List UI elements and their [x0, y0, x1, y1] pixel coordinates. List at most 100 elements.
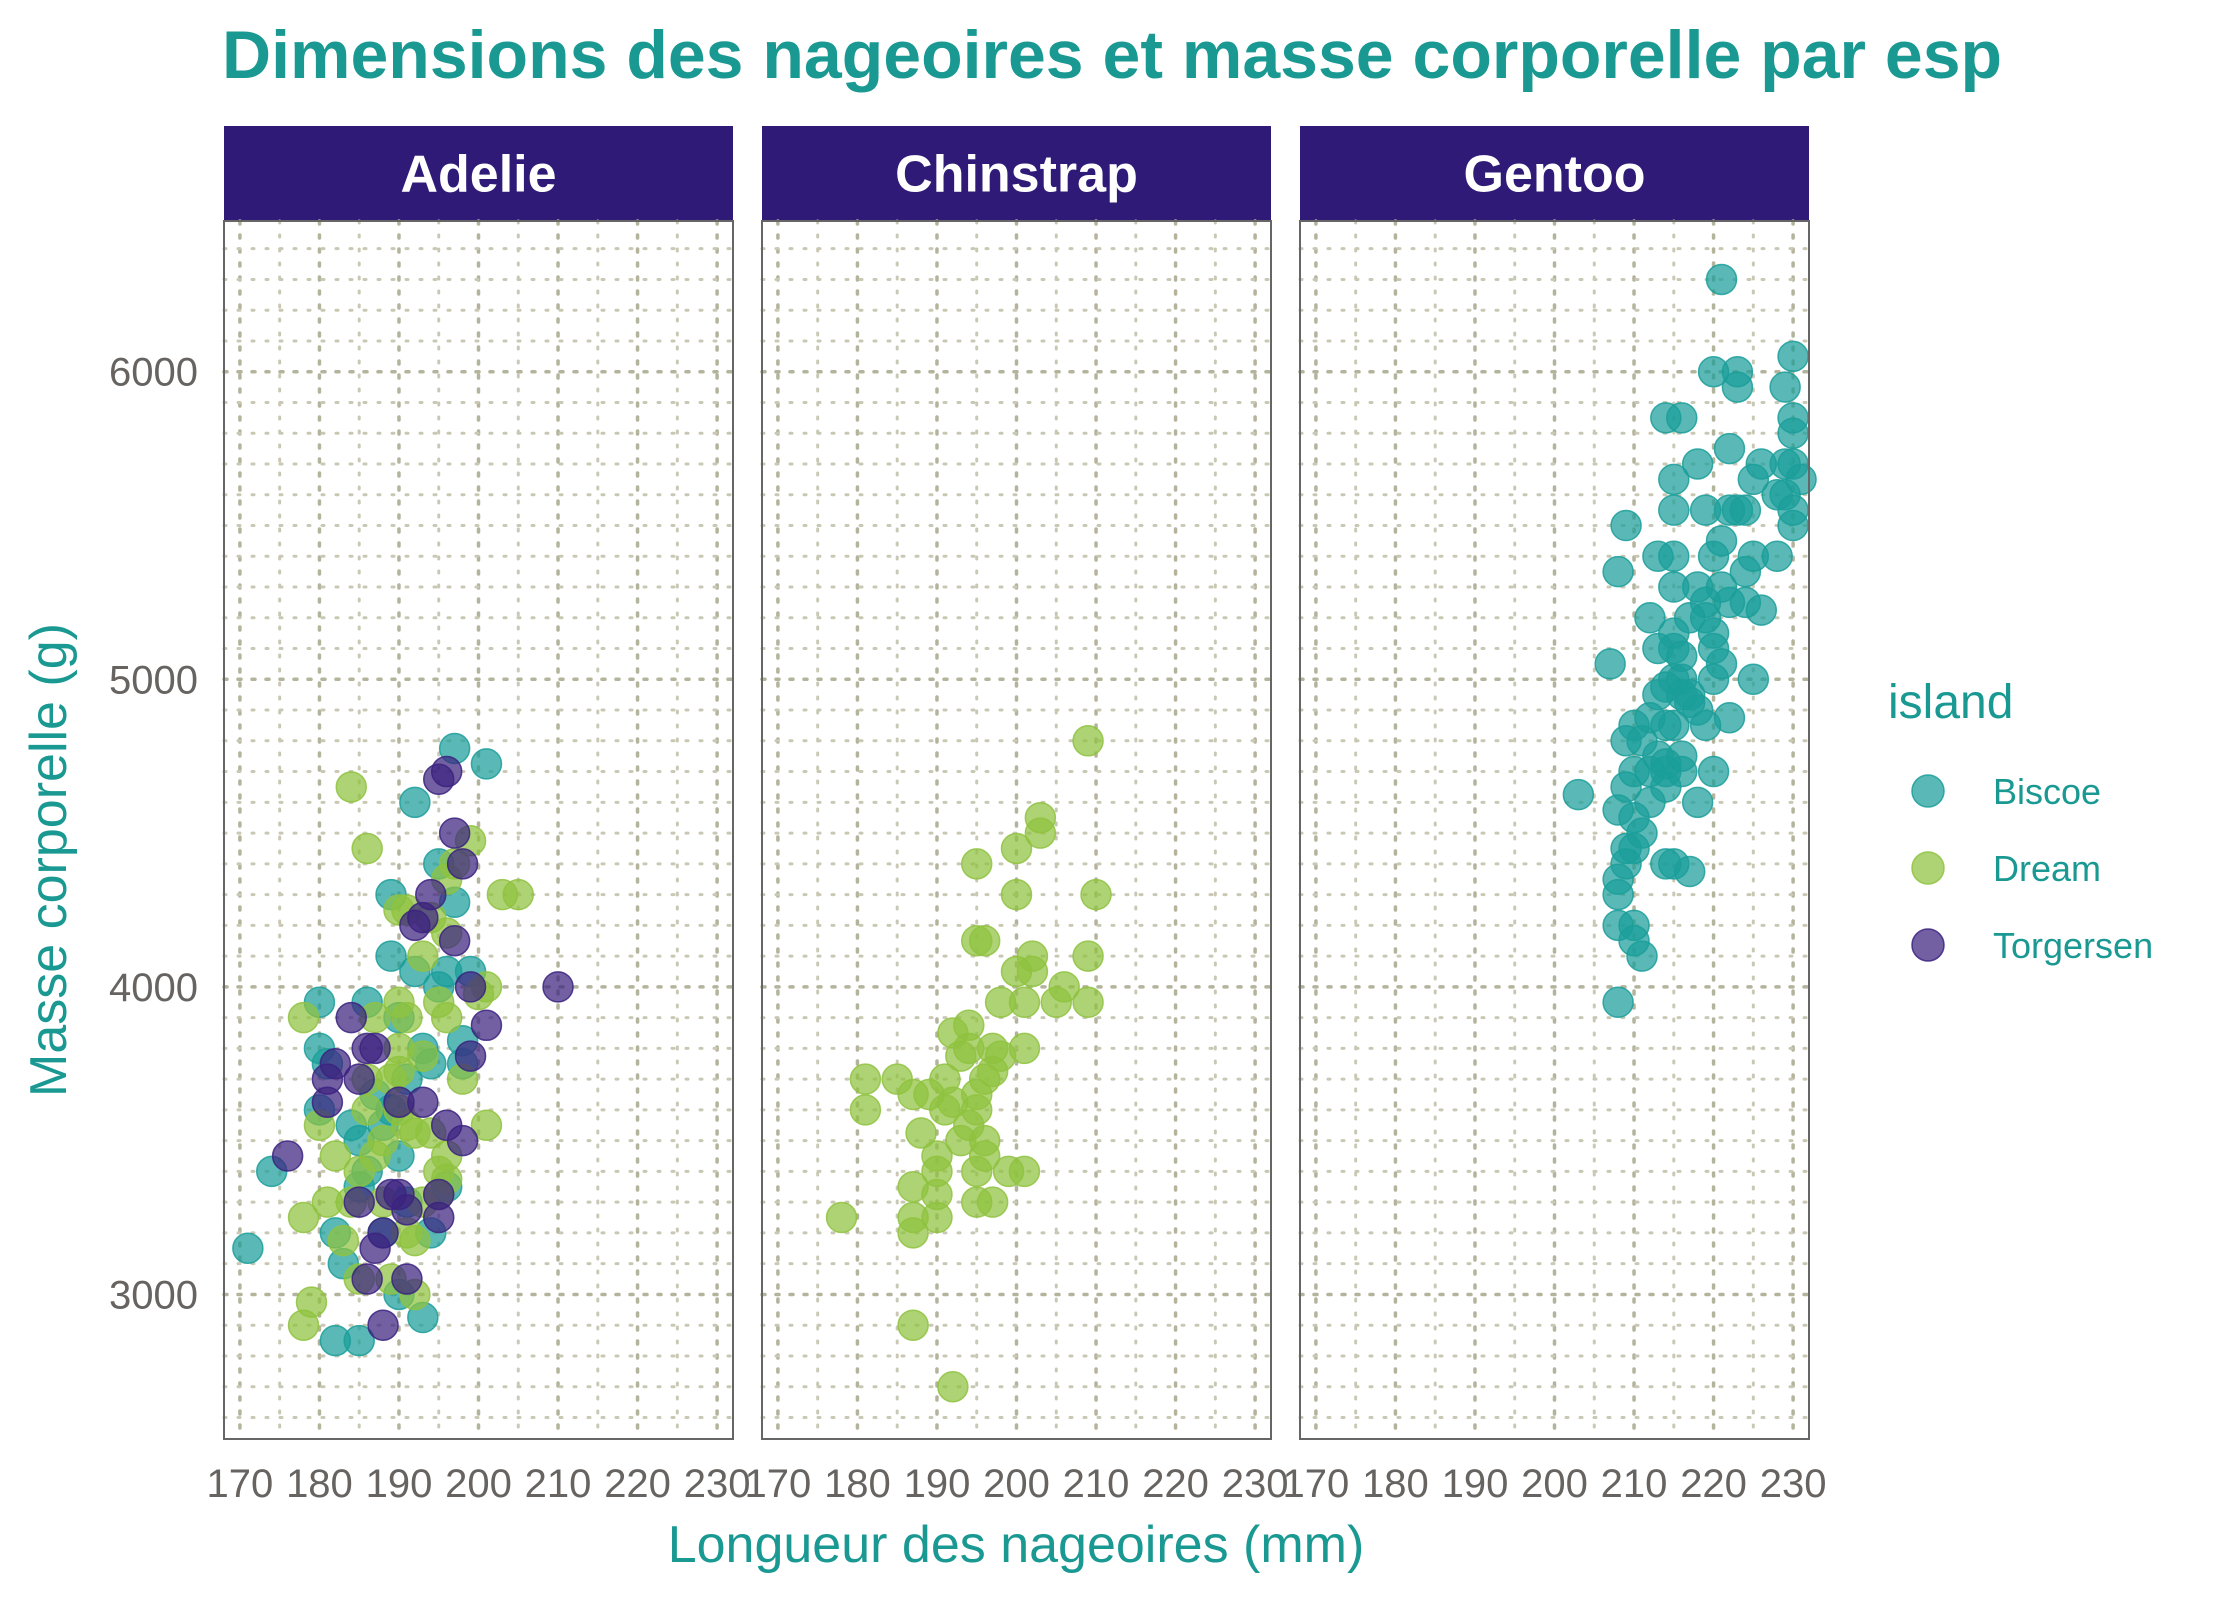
x-tick-label: 200 [983, 1462, 1050, 1506]
data-point-dream [1080, 878, 1112, 911]
facet-panels: Adelie Chinstrap Gentoo [222, 126, 1817, 1441]
facet-strip-label: Gentoo [1464, 146, 1646, 204]
data-point-biscoe [1650, 671, 1682, 703]
data-point-dream [335, 771, 367, 803]
data-point-dream [960, 848, 993, 880]
data-point-dream [351, 832, 383, 865]
data-point-biscoe [1634, 602, 1666, 634]
data-point-biscoe [1721, 355, 1754, 388]
data-point-biscoe [1658, 709, 1690, 742]
x-tick-label: 190 [904, 1462, 971, 1506]
data-point-biscoe [1705, 525, 1738, 557]
data-point-biscoe [1729, 494, 1762, 526]
data-point-dream [399, 1117, 431, 1149]
x-tick-label: 220 [604, 1462, 671, 1506]
data-point-dream [287, 1001, 320, 1034]
data-point-biscoe [1610, 509, 1642, 542]
data-point-biscoe [232, 1232, 264, 1265]
data-point-dream [849, 1094, 882, 1126]
data-point-biscoe [1681, 448, 1714, 480]
data-point-biscoe [1658, 540, 1690, 573]
data-point-dream [319, 1140, 352, 1172]
data-point-torgersen [319, 1048, 352, 1080]
data-point-biscoe [470, 748, 503, 780]
data-point-dream [968, 924, 1001, 957]
data-point-dream [1008, 1032, 1041, 1065]
data-point-biscoe [1602, 986, 1634, 1018]
y-axis: 3000 4000 5000 6000 [109, 351, 198, 1318]
points [232, 732, 574, 1357]
x-tick-label: 200 [445, 1462, 512, 1506]
legend-label: Torgersen [1993, 925, 2153, 966]
x-tick-label: 210 [525, 1462, 592, 1506]
data-point-torgersen [542, 971, 574, 1003]
data-point-biscoe [1785, 463, 1817, 496]
data-point-dream [1024, 817, 1057, 849]
data-point-torgersen [415, 878, 447, 911]
legend-key [1911, 928, 1945, 962]
data-point-biscoe [1777, 340, 1809, 373]
data-point-biscoe [1745, 594, 1778, 626]
data-point-biscoe [1777, 402, 1809, 434]
chart-title: Dimensions des nageoires et masse corpor… [222, 17, 2002, 93]
data-point-biscoe [1769, 371, 1801, 403]
data-point-dream [430, 1001, 463, 1034]
facet-adelie: Adelie [222, 126, 735, 1441]
x-tick-label: 220 [1680, 1462, 1747, 1506]
legend-entry-biscoe: Biscoe [1911, 771, 2101, 812]
data-point-biscoe [1673, 855, 1706, 888]
x-tick-label: 210 [1063, 1462, 1130, 1506]
x-tick-label: 190 [366, 1462, 433, 1506]
panel-border [1299, 220, 1810, 1440]
x-axis-title: Longueur des nageoires (mm) [668, 1516, 1365, 1574]
data-point-biscoe [1666, 640, 1698, 672]
facet-strip-bg [1300, 126, 1809, 221]
facet-strip-label: Adelie [400, 146, 556, 204]
data-point-biscoe [1634, 786, 1666, 819]
data-point-torgersen [430, 755, 463, 788]
data-point-dream [367, 1124, 399, 1157]
data-point-torgersen [470, 1009, 503, 1042]
data-point-dream [953, 1009, 985, 1042]
facet-strip-bg [224, 126, 733, 221]
data-point-dream [1008, 986, 1041, 1018]
facet-strip-label: Chinstrap [895, 146, 1138, 204]
points [825, 725, 1112, 1403]
data-point-biscoe [1697, 632, 1730, 665]
legend-entry-dream: Dream [1911, 848, 2101, 889]
data-point-torgersen [359, 1032, 391, 1065]
data-point-torgersen [454, 971, 487, 1003]
y-tick-label: 5000 [109, 658, 198, 702]
data-point-biscoe [375, 940, 407, 972]
data-point-dream [921, 1140, 953, 1172]
data-point-biscoe [1673, 686, 1706, 719]
data-point-dream [897, 1309, 929, 1341]
data-point-dream [825, 1201, 858, 1234]
data-point-dream [921, 1201, 953, 1234]
data-point-dream [407, 940, 439, 972]
data-point-dream [1016, 955, 1049, 988]
x-tick-label: 230 [684, 1462, 751, 1506]
data-point-dream [1048, 971, 1080, 1003]
data-point-torgersen [391, 1263, 423, 1295]
facet-chinstrap: Chinstrap [760, 126, 1273, 1441]
data-point-dream [1008, 1155, 1041, 1188]
legend-entry-torgersen: Torgersen [1911, 925, 2153, 966]
data-point-dream [1000, 832, 1033, 865]
grid [1298, 219, 1811, 1441]
data-point-dream [976, 1186, 1009, 1218]
y-tick-label: 6000 [109, 351, 198, 395]
y-axis-title: Masse corporelle (g) [20, 623, 78, 1097]
data-point-dream [960, 1094, 993, 1126]
facet-gentoo: Gentoo [1298, 126, 1817, 1441]
x-tick-label: 220 [1142, 1462, 1209, 1506]
data-point-dream [295, 1286, 328, 1318]
data-point-dream [287, 1201, 320, 1234]
data-point-torgersen [271, 1140, 304, 1172]
data-point-dream [937, 1370, 969, 1403]
x-tick-label: 170 [207, 1462, 274, 1506]
data-point-dream [1072, 725, 1104, 757]
legend-key [1911, 851, 1945, 885]
data-point-biscoe [1594, 648, 1626, 680]
